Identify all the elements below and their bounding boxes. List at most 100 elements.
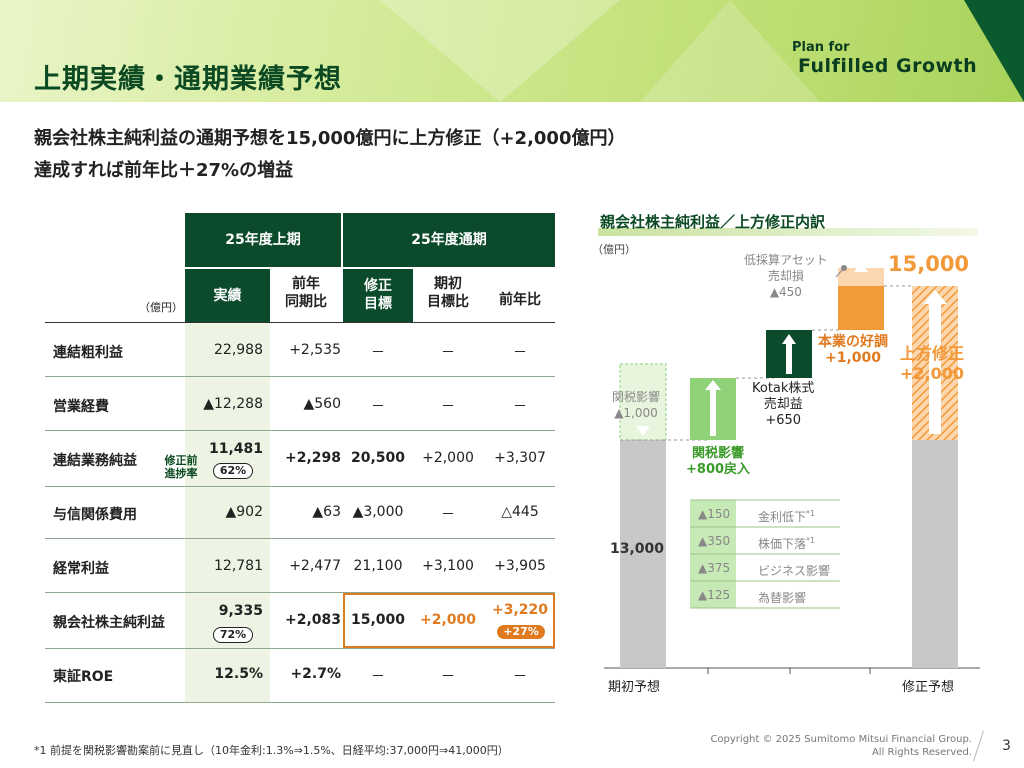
arrow-up-icon <box>782 334 796 344</box>
banner-decoration <box>640 0 820 102</box>
cell-prev: － <box>513 345 527 361</box>
core-label: 本業の好調 +1,000 <box>818 334 888 366</box>
cell-revised: ▲3,000 <box>352 504 404 520</box>
header-revised-l2: 目標 <box>364 296 392 312</box>
header-yoy-l1: 前年 <box>292 276 320 292</box>
copyright-l1: Copyright © 2025 Sumitomo Mitsui Financi… <box>710 734 972 745</box>
breakdown-sup: *1 <box>806 536 816 545</box>
end-value: 15,000 <box>888 252 970 276</box>
cell-revised: － <box>371 669 385 685</box>
cell-initial: +2,000 <box>419 612 476 628</box>
bar-end <box>912 440 958 668</box>
cell-yoy: ▲63 <box>312 504 341 520</box>
start-value: 13,000 <box>610 541 665 557</box>
highlight-box <box>343 593 555 648</box>
footnote: *1 前提を関税影響勘案前に見直し（10年金利:1.3%⇒1.5%、日経平均:3… <box>34 744 509 757</box>
cell-prev: － <box>513 669 527 685</box>
bar-start <box>620 440 666 668</box>
breakdown-label: 株価下落*1 <box>758 533 815 552</box>
tariff-loss-label: 関税影響 ▲1,000 <box>612 389 660 421</box>
cell-initial: － <box>441 399 455 415</box>
core-l1: 本業の好調 <box>818 334 888 350</box>
asset-loss-l2: 売却損 <box>767 269 804 283</box>
cell-actual: 11,481 <box>208 441 263 457</box>
breakdown-value: ▲350 <box>698 534 731 548</box>
cell-initial: － <box>441 345 455 361</box>
page-number: 3 <box>1002 738 1011 754</box>
header-prev: 前年比 <box>499 292 541 308</box>
cell-initial: － <box>441 669 455 685</box>
cell-revised: 15,000 <box>350 612 406 628</box>
arrow-up-icon <box>923 290 947 304</box>
header-divider <box>45 322 555 323</box>
row-divider <box>45 376 555 377</box>
progress-pill: 62% <box>207 462 259 479</box>
arrow-down-icon <box>636 426 650 436</box>
cell-yoy: ▲560 <box>303 396 342 412</box>
kotak-l2: 売却益 <box>763 397 803 412</box>
logo-line1: Plan for <box>792 40 850 55</box>
logo-line2: Fulfilled Growth <box>798 55 978 77</box>
row-divider <box>45 486 555 487</box>
prev-pill: +27% <box>491 623 551 639</box>
row-label: 連結業務純益 <box>53 453 137 469</box>
headline-line2: 達成すれば前年比＋27%の増益 <box>34 160 294 181</box>
arrow-up-shaft <box>710 390 716 436</box>
cell-actual: ▲12,288 <box>203 396 263 412</box>
breakdown-value: ▲375 <box>698 561 731 575</box>
cell-prev: － <box>513 399 527 415</box>
header-initial: 期初 目標比 <box>415 275 481 311</box>
tariff-loss-l2: ▲1,000 <box>614 406 658 420</box>
row-label: 東証ROE <box>53 669 114 685</box>
breakdown-value: ▲125 <box>698 588 731 602</box>
cell-yoy: +2,298 <box>284 450 341 466</box>
row-label: 親会社株主純利益 <box>53 615 165 631</box>
cell-actual: 22,988 <box>214 342 263 358</box>
header-revised: 修正 目標 <box>343 269 413 323</box>
cell-yoy: +2,477 <box>289 558 341 574</box>
row-divider <box>45 592 555 593</box>
cell-initial: +2,000 <box>422 450 474 466</box>
cell-prev: △445 <box>501 504 539 520</box>
asset-loss-label: 低採算アセット 売却損 ▲450 <box>744 252 828 300</box>
tariff-back-label: 関税影響 +800戻入 <box>686 446 750 478</box>
bar-asset-loss <box>838 268 884 286</box>
header-actual: 実績 <box>185 269 270 323</box>
row-label: 経常利益 <box>53 561 109 577</box>
cell-revised: － <box>371 345 385 361</box>
cell-actual: 12.5% <box>214 666 263 682</box>
unit-label: （億円） <box>139 301 183 314</box>
page-title: 上期実績・通期業績予想 <box>34 64 342 95</box>
kotak-label: Kotak株式 売却益 +650 <box>752 381 814 429</box>
results-table: 25年度上期 25年度通期 （億円） 実績 前年 同期比 修正 目標 期初 目標… <box>45 213 555 703</box>
asset-loss-l3: ▲450 <box>769 285 802 299</box>
waterfall-chart <box>604 262 980 674</box>
tariff-loss-l1: 関税影響 <box>612 390 661 404</box>
core-l2: +1,000 <box>824 350 881 366</box>
cell-revised: 21,100 <box>353 558 403 574</box>
row-label: 連結粗利益 <box>53 345 123 361</box>
copyright-l2: All Rights Reserved. <box>871 747 972 758</box>
cell-prev: +3,220 <box>491 602 548 618</box>
progress-note-l2: 進捗率 <box>164 467 198 480</box>
upward-l2: +2,000 <box>900 364 965 383</box>
progress-note: 修正前 進捗率 <box>157 454 205 480</box>
cell-actual: 9,335 <box>218 603 263 619</box>
row-divider <box>45 538 555 539</box>
headline-line1: 親会社株主純利益の通期予想を15,000億円に上方修正（+2,000億円） <box>34 128 626 149</box>
row-label: 営業経費 <box>53 399 109 415</box>
chart-unit: （億円） <box>592 243 636 256</box>
kotak-l1: Kotak株式 <box>752 381 815 396</box>
breakdown-label-text: ビジネス影響 <box>758 564 831 578</box>
banner-corner <box>964 0 1024 102</box>
tariff-back-l2: +800戻入 <box>686 462 751 477</box>
cell-prev: +3,905 <box>494 558 546 574</box>
header-initial-l2: 目標比 <box>427 294 469 310</box>
cell-revised: － <box>371 399 385 415</box>
progress-pill-text: 72% <box>212 627 254 643</box>
kotak-l3: +650 <box>765 413 802 428</box>
cell-initial: +3,100 <box>422 558 474 574</box>
row-label: 与信関係費用 <box>53 507 137 523</box>
header-revised-l1: 修正 <box>364 278 392 294</box>
header-yoy: 前年 同期比 <box>271 275 341 311</box>
